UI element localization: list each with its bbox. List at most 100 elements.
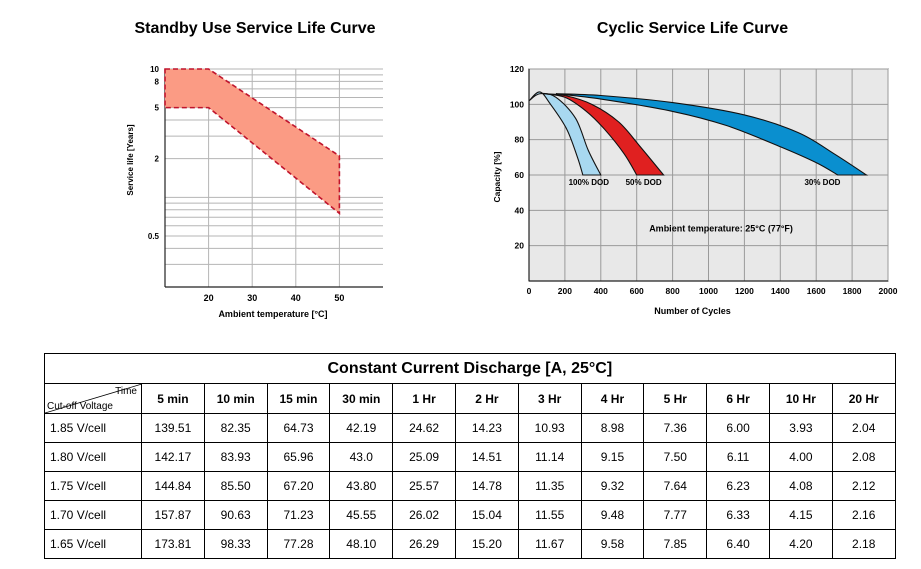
table-cell: 142.17 bbox=[141, 442, 205, 472]
column-header: 2 Hr bbox=[454, 383, 519, 414]
table-cell: 26.29 bbox=[392, 529, 456, 559]
x-tick-label: 1600 bbox=[807, 286, 826, 296]
table-cell: 90.63 bbox=[203, 500, 268, 530]
table-cell: 64.73 bbox=[266, 413, 331, 443]
x-tick-label: 600 bbox=[630, 286, 644, 296]
y-tick-label: 120 bbox=[510, 64, 524, 74]
table-cell: 2.18 bbox=[831, 529, 896, 559]
table-cell: 7.77 bbox=[643, 500, 708, 530]
table-cell: 82.35 bbox=[203, 413, 268, 443]
x-tick-label: 20 bbox=[204, 293, 214, 303]
table-cell: 85.50 bbox=[203, 471, 268, 501]
column-header: 15 min bbox=[266, 383, 331, 414]
table-cell: 11.35 bbox=[517, 471, 582, 501]
column-header: 5 Hr bbox=[643, 383, 708, 414]
y-tick-label: 20 bbox=[515, 241, 525, 251]
x-tick-label: 1400 bbox=[771, 286, 790, 296]
table-cell: 6.33 bbox=[706, 500, 770, 530]
table-cell: 6.00 bbox=[706, 413, 770, 443]
corner-time-label: Time bbox=[115, 386, 137, 397]
table-cell: 9.58 bbox=[580, 529, 645, 559]
corner-cutoff-label: Cut-off Voltage bbox=[47, 401, 113, 412]
standby-chart: 20 30 40 50 0.5 2 5 8 10 Ambient temperature [°C]… bbox=[126, 64, 898, 319]
table-cell: 144.84 bbox=[141, 471, 205, 501]
x-axis-title: Number of Cycles bbox=[654, 306, 731, 316]
column-header: 30 min bbox=[329, 383, 394, 414]
row-label: 1.70 V/cell bbox=[44, 500, 142, 530]
table-cell: 157.87 bbox=[141, 500, 205, 530]
table-cell: 7.36 bbox=[643, 413, 708, 443]
y-tick-label: 8 bbox=[155, 77, 160, 86]
dod-band bbox=[555, 93, 869, 176]
table-cell: 11.14 bbox=[517, 442, 582, 472]
column-header: 5 min bbox=[141, 383, 205, 414]
table-cell: 43.0 bbox=[329, 442, 394, 472]
x-tick-label: 1200 bbox=[735, 286, 754, 296]
table-cell: 7.64 bbox=[643, 471, 708, 501]
table-cell: 15.20 bbox=[454, 529, 519, 559]
table-cell: 65.96 bbox=[266, 442, 331, 472]
table-cell: 77.28 bbox=[266, 529, 331, 559]
table-cell: 9.32 bbox=[580, 471, 645, 501]
table-cell: 2.16 bbox=[831, 500, 896, 530]
x-tick-label: 1000 bbox=[699, 286, 718, 296]
table-row: 1.80 V/cell 142.17 83.93 65.96 43.0 25.09 14.5… bbox=[44, 442, 896, 472]
table-cell: 26.02 bbox=[392, 500, 456, 530]
x-tick-label: 400 bbox=[594, 286, 608, 296]
y-tick-label: 0.5 bbox=[148, 232, 160, 241]
table-cell: 83.93 bbox=[203, 442, 268, 472]
y-tick-label: 80 bbox=[515, 135, 525, 145]
y-axis-title: Capacity [%] bbox=[492, 151, 502, 202]
table-cell: 45.55 bbox=[329, 500, 394, 530]
cyclic-chart-title: Cyclic Service Life Curve bbox=[596, 20, 789, 37]
table-cell: 9.48 bbox=[580, 500, 645, 530]
table-cell: 15.04 bbox=[454, 500, 519, 530]
dod-band bbox=[543, 93, 665, 176]
table-cell: 173.81 bbox=[141, 529, 205, 559]
table-cell: 4.00 bbox=[768, 442, 833, 472]
table-cell: 14.51 bbox=[454, 442, 519, 472]
column-header: 20 Hr bbox=[831, 383, 896, 414]
table-cell: 4.20 bbox=[768, 529, 833, 559]
x-tick-label: 50 bbox=[334, 293, 344, 303]
table-cell: 67.20 bbox=[266, 471, 331, 501]
cyclic-plot-area: 100% DOD 50% DOD 30% DOD 0 200 400 600 800 1000 1… bbox=[492, 64, 898, 316]
table-cell: 9.15 bbox=[580, 442, 645, 472]
table-cell: 4.15 bbox=[768, 500, 833, 530]
table-caption: Constant Current Discharge [A, 25°C] bbox=[44, 353, 896, 384]
x-tick-label: 200 bbox=[558, 286, 572, 296]
table-cell: 24.62 bbox=[392, 413, 456, 443]
row-label: 1.80 V/cell bbox=[44, 442, 142, 472]
table-row: 1.75 V/cell 144.84 85.50 67.20 43.80 25.57 14.… bbox=[44, 471, 896, 501]
column-header: 1 Hr bbox=[392, 383, 456, 414]
x-tick-label: 1800 bbox=[843, 286, 862, 296]
series-label: 30% DOD bbox=[804, 178, 840, 187]
table-row: 1.70 V/cell 157.87 90.63 71.23 45.55 26.02 15.… bbox=[44, 500, 896, 530]
series-label: 50% DOD bbox=[626, 178, 662, 187]
table-corner-header: Time Cut-off Voltage bbox=[44, 383, 142, 414]
table-cell: 10.93 bbox=[517, 413, 582, 443]
table-cell: 6.40 bbox=[706, 529, 770, 559]
table-cell: 98.33 bbox=[203, 529, 268, 559]
x-tick-label: 30 bbox=[247, 293, 257, 303]
series-label: 100% DOD bbox=[569, 178, 610, 187]
chart-annotation: Ambient temperature: 25°C (77°F) bbox=[649, 224, 793, 234]
table-cell: 2.12 bbox=[831, 471, 896, 501]
table-cell: 11.67 bbox=[517, 529, 582, 559]
standby-chart-title: Standby Use Service Life Curve bbox=[134, 20, 376, 37]
table-cell: 7.85 bbox=[643, 529, 708, 559]
y-tick-label: 2 bbox=[155, 155, 160, 164]
table-cell: 25.57 bbox=[392, 471, 456, 501]
y-tick-label: 40 bbox=[515, 205, 525, 215]
column-header: 10 Hr bbox=[768, 383, 833, 414]
y-tick-label: 10 bbox=[150, 65, 159, 74]
table-cell: 25.09 bbox=[392, 442, 456, 472]
table-cell: 14.23 bbox=[454, 413, 519, 443]
y-tick-label: 100 bbox=[510, 99, 524, 109]
x-tick-label: 40 bbox=[291, 293, 301, 303]
column-header: 6 Hr bbox=[706, 383, 770, 414]
table-row: 1.85 V/cell 139.51 82.35 64.73 42.19 24.62 14.… bbox=[44, 413, 896, 443]
table-cell: 71.23 bbox=[266, 500, 331, 530]
x-axis-title: Ambient temperature [°C] bbox=[218, 309, 327, 319]
x-tick-label: 0 bbox=[527, 286, 532, 296]
